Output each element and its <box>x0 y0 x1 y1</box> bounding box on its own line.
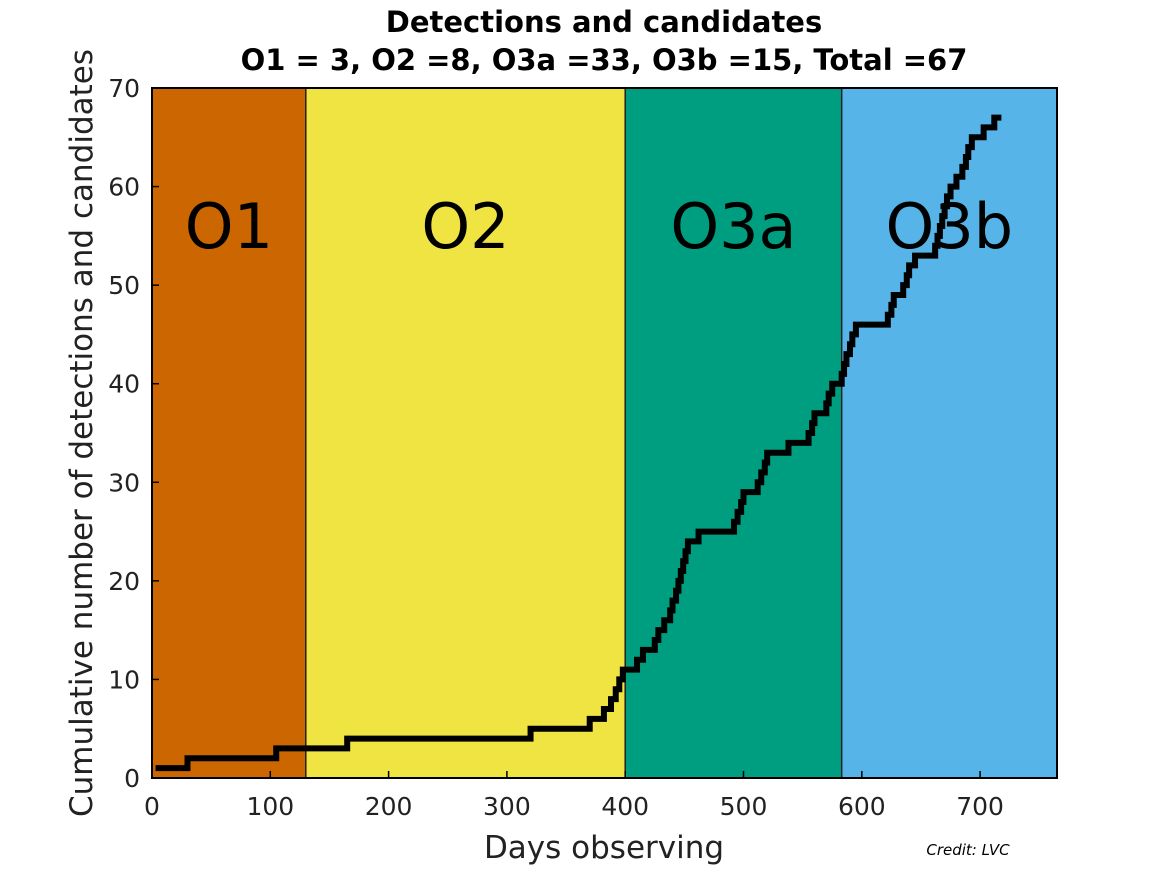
run-regions <box>152 88 1057 778</box>
cumulative-step-line <box>155 114 1002 772</box>
x-tick-label: 0 <box>144 792 160 821</box>
y-tick-label: 70 <box>108 74 140 103</box>
y-tick-label: 20 <box>108 567 140 596</box>
x-tick-label: 500 <box>720 792 768 821</box>
x-tick-label: 400 <box>601 792 649 821</box>
region-labels: O1 O2 O3a O3b <box>185 190 1013 263</box>
plot-frame <box>151 87 1058 779</box>
x-tick-label: 600 <box>838 792 886 821</box>
chart-subtitle: O1 = 3, O2 =8, O3a =33, O3b =15, Total =… <box>241 43 968 77</box>
region-o2 <box>305 88 626 778</box>
credit-note: Credit: LVC <box>926 841 1010 859</box>
x-tick-label: 300 <box>483 792 531 821</box>
y-axis-ticks: 0 10 20 30 40 50 60 70 <box>108 74 159 793</box>
y-tick-label: 10 <box>108 665 140 694</box>
y-axis-label: Cumulative number of detections and cand… <box>64 49 100 817</box>
y-tick-label: 50 <box>108 271 140 300</box>
x-tick-label: 200 <box>365 792 413 821</box>
x-axis-label: Days observing <box>484 830 724 866</box>
region-label-o1: O1 <box>185 190 273 263</box>
y-tick-label: 40 <box>108 370 140 399</box>
x-tick-label: 100 <box>246 792 294 821</box>
region-label-o2: O2 <box>421 190 509 263</box>
x-tick-label: 700 <box>956 792 1004 821</box>
chart-title: Detections and candidates <box>386 5 823 39</box>
y-tick-label: 30 <box>108 468 140 497</box>
series-group <box>155 114 1002 772</box>
region-o1 <box>152 88 306 778</box>
y-tick-label: 0 <box>124 764 140 793</box>
region-label-o3a: O3a <box>670 190 796 263</box>
y-tick-label: 60 <box>108 173 140 202</box>
region-label-o3b: O3b <box>886 190 1014 263</box>
x-axis-ticks: 0 100 200 300 400 500 600 700 <box>144 771 1004 821</box>
